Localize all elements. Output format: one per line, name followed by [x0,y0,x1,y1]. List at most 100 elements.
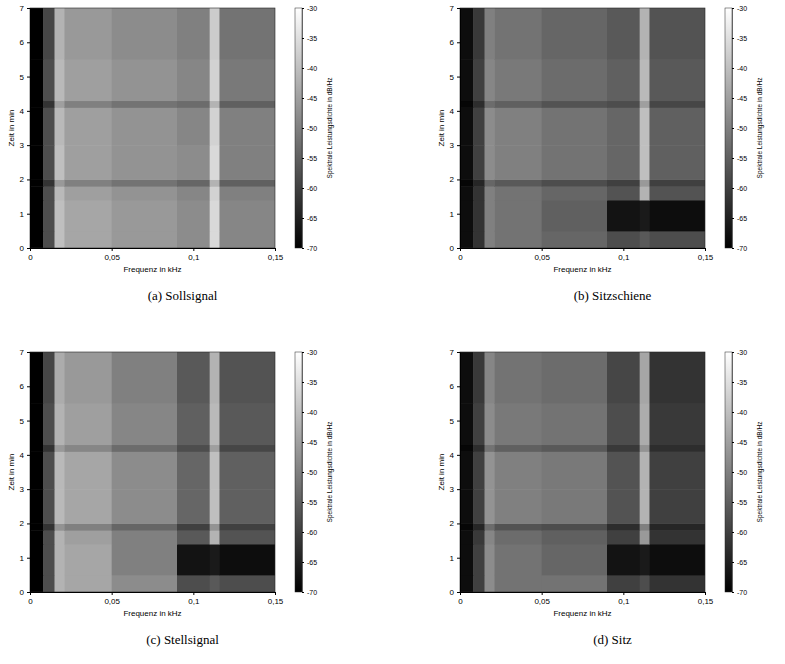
colorbar: -70-65-60-55-50-45-40-35-30Spektrale Lei… [295,349,334,596]
cell [542,59,608,101]
tick: 0,1 [188,248,200,262]
tick: 6 [450,38,460,47]
cell [219,186,275,200]
tick-label: -60 [307,185,317,192]
tick-label: 3 [450,485,455,494]
tick: -60 [732,185,747,192]
tick-label: 0 [20,244,25,253]
tick-label: -65 [307,215,317,222]
cell [64,59,112,101]
tick: 0,15 [268,592,284,606]
tick-label: 0 [450,244,455,253]
colorbar-scale [295,352,302,592]
cell [177,451,210,489]
tick: 7 [450,4,460,13]
tick-label: -35 [737,379,747,386]
cell [473,489,485,524]
tick-mark [27,592,30,593]
cell [542,445,608,452]
cell [112,107,178,145]
tick-label: -35 [737,35,747,42]
cell [210,489,220,524]
cell [494,523,542,530]
tick: 4 [20,451,30,460]
tick-label: -30 [737,349,747,356]
tick: 6 [20,382,30,391]
cell [494,200,542,231]
tick: -55 [732,499,747,506]
colorbar: -70-65-60-55-50-45-40-35-30Spektrale Lei… [295,5,334,252]
cell [210,101,220,108]
tick-mark [27,489,30,490]
cell [55,530,65,544]
tick-mark [27,248,30,249]
cell [485,352,495,404]
cell [649,179,705,186]
cell [460,59,474,101]
tick-label: 2 [450,519,455,528]
tick: 5 [450,73,460,82]
tick-label: 0,05 [534,253,550,262]
cell [460,523,474,530]
cell [640,231,650,248]
colorbar-title: Spektrale Leistungsdichte in dB/Hz [326,78,334,179]
cell [542,575,608,592]
axis-line [30,9,31,249]
tick-mark [457,145,460,146]
tick-mark [457,214,460,215]
cell [485,186,495,200]
y-axis: 01234567 [450,4,461,253]
tick: 1 [450,210,460,219]
tick-mark [705,248,706,251]
cell [210,445,220,452]
cell [460,101,474,108]
cell [55,544,65,575]
tick: 4 [450,451,460,460]
tick-label: 5 [20,73,25,82]
cell [64,145,112,180]
cell [210,575,220,592]
cell [30,107,44,145]
tick: 0,05 [534,592,550,606]
tick: 4 [20,107,30,116]
tick-label: 0,05 [104,253,120,262]
cell [30,8,44,60]
tick-label: -40 [307,65,317,72]
cell [219,101,275,108]
tick-label: 7 [450,4,455,13]
tick-mark [732,8,734,9]
cell [640,445,650,452]
cell [112,352,178,404]
tick-label: -65 [737,215,747,222]
cell [473,107,485,145]
cell [460,445,474,452]
tick-mark [302,502,304,503]
tick-mark [302,532,304,533]
cell [640,544,650,575]
tick-mark [27,558,30,559]
cell [210,107,220,145]
tick: -40 [302,65,317,72]
cell [210,186,220,200]
tick-mark [302,68,304,69]
tick-mark [732,128,734,129]
cell [485,544,495,575]
tick-mark [732,218,734,219]
tick: 0 [20,588,30,597]
cell [219,107,275,145]
cell [607,445,640,452]
tick-mark [457,558,460,559]
tick-label: -70 [737,245,747,252]
cell [460,544,474,575]
x-axis: 00,050,10,15 [458,592,714,606]
tick-mark [27,42,30,43]
cell [112,451,178,489]
cell [64,186,112,200]
cell [485,179,495,186]
cell [43,231,55,248]
cell [64,101,112,108]
tick-label: 0,15 [268,597,284,606]
cell [640,186,650,200]
cell [649,445,705,452]
cell [219,523,275,530]
